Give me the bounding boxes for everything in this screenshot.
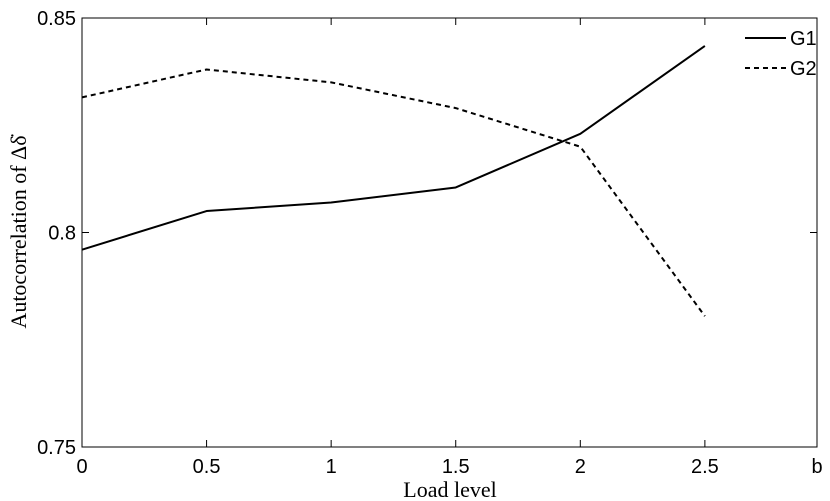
legend: G1 G2: [745, 28, 817, 80]
y-tick-label: 0.75: [37, 437, 76, 459]
y-axis-title: Autocorrelation of Δδ̇: [6, 133, 31, 328]
series-lines: [81, 45, 706, 317]
x-tick-label: 1: [326, 456, 337, 478]
x-tick-label: 0.5: [193, 456, 221, 478]
plot-frame: [81, 17, 818, 448]
y-tick-label: 0.8: [48, 223, 76, 245]
y-tick-label: 0.85: [37, 8, 76, 30]
x-tick-label: 2.5: [691, 456, 719, 478]
x-axis-title: Load level: [403, 477, 496, 501]
y-axis-ticks: 0.75 0.8 0.85: [37, 8, 817, 459]
x-tick-label: 1.5: [442, 456, 470, 478]
x-tick-label: 2: [575, 456, 586, 478]
series-line-g2: [81, 68, 706, 317]
x-axis-ticks: 0 0.5 1 1.5 2 2.5 b: [76, 18, 823, 478]
legend-label-g1: G1: [790, 28, 817, 50]
series-line-g1: [81, 45, 706, 251]
legend-label-g2: G2: [790, 58, 817, 80]
x-tick-label: b: [811, 456, 822, 478]
x-tick-label: 0: [76, 456, 87, 478]
